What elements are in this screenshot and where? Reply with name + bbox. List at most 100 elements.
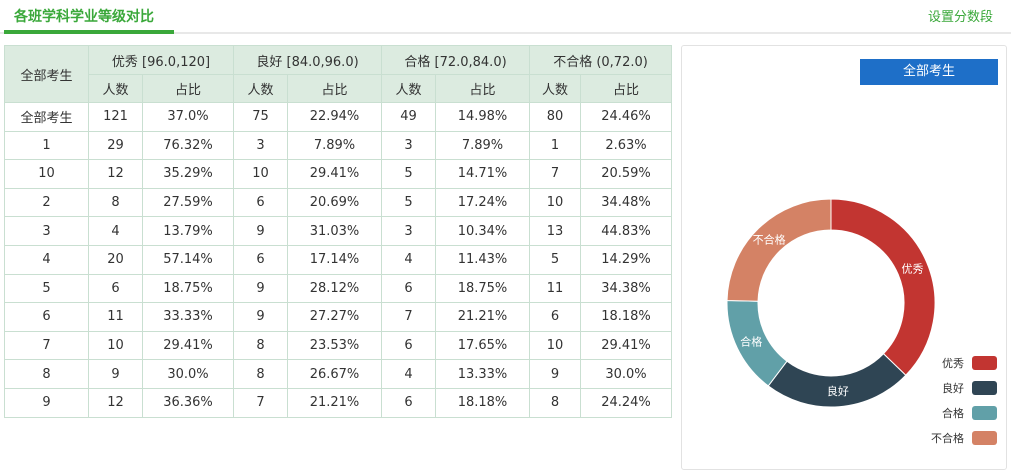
count-cell: 20 [88, 244, 143, 275]
legend-label: 不合格 [931, 431, 964, 445]
count-cell: 7 [381, 302, 437, 332]
ratio-cell: 30.0% [580, 359, 673, 389]
table-row: 6 11 33.33% 9 27.27% 7 21.21% 6 18.18% [4, 302, 673, 332]
count-cell: 9 [233, 302, 289, 332]
ratio-cell: 18.75% [141, 273, 235, 304]
ratio-cell: 30.0% [141, 359, 235, 389]
ratio-cell: 10.34% [435, 216, 531, 246]
ratio-cell: 36.36% [141, 387, 235, 418]
table-row: 1 29 76.32% 3 7.89% 3 7.89% 1 2.63% [4, 130, 673, 161]
count-cell: 9 [88, 359, 143, 389]
class-name-cell: 2 [4, 187, 89, 218]
header-group-pass: 合格 [72.0,84.0) [381, 45, 531, 75]
ratio-cell: 22.94% [287, 102, 383, 132]
count-cell: 9 [233, 273, 289, 304]
count-cell: 6 [381, 387, 437, 418]
count-cell: 11 [88, 302, 143, 332]
subheader-ratio: 占比 [435, 74, 531, 103]
ratio-cell: 24.46% [580, 102, 673, 132]
table-row: 2 8 27.59% 6 20.69% 5 17.24% 10 34.48% [4, 187, 673, 218]
count-cell: 6 [233, 187, 289, 218]
count-cell: 3 [381, 130, 437, 161]
ratio-cell: 13.33% [435, 359, 531, 389]
count-cell: 75 [233, 102, 289, 132]
ratio-cell: 18.18% [435, 387, 531, 418]
legend-swatch [972, 355, 997, 370]
ratio-cell: 11.43% [435, 244, 531, 275]
legend-item[interactable]: 合格 [902, 400, 997, 425]
table-row: 4 20 57.14% 6 17.14% 4 11.43% 5 14.29% [4, 244, 673, 275]
ratio-cell: 14.71% [435, 159, 531, 189]
student-group-selector[interactable]: 全部考生 [860, 59, 998, 85]
donut-slice-label: 优秀 [901, 262, 923, 275]
count-cell: 7 [529, 159, 582, 189]
class-name-cell: 全部考生 [4, 102, 89, 132]
ratio-cell: 7.89% [435, 130, 531, 161]
ratio-cell: 27.59% [141, 187, 235, 218]
subheader-count: 人数 [88, 74, 143, 103]
count-cell: 11 [529, 273, 582, 304]
donut-slice[interactable] [767, 353, 907, 408]
class-name-cell: 1 [4, 130, 89, 161]
ratio-cell: 29.41% [287, 159, 383, 189]
class-name-cell: 6 [4, 302, 89, 332]
class-name-cell: 8 [4, 359, 89, 389]
ratio-cell: 7.89% [287, 130, 383, 161]
ratio-cell: 23.53% [287, 330, 383, 361]
legend-item[interactable]: 不合格 [902, 425, 997, 450]
donut-slice[interactable] [726, 198, 832, 302]
legend-item[interactable]: 优秀 [902, 350, 997, 375]
count-cell: 6 [381, 330, 437, 361]
ratio-cell: 13.79% [141, 216, 235, 246]
legend-item[interactable]: 良好 [902, 375, 997, 400]
ratio-cell: 17.65% [435, 330, 531, 361]
subheader-count: 人数 [233, 74, 289, 103]
count-cell: 12 [88, 387, 143, 418]
table-row: 10 12 35.29% 10 29.41% 5 14.71% 7 20.59% [4, 159, 673, 189]
count-cell: 8 [233, 330, 289, 361]
ratio-cell: 76.32% [141, 130, 235, 161]
header-group-excellent: 优秀 [96.0,120] [87, 45, 235, 75]
grade-comparison-table: 全部考生 优秀 [96.0,120] 良好 [84.0,96.0) 合格 [72… [4, 45, 673, 418]
ratio-cell: 20.69% [287, 187, 383, 218]
count-cell: 9 [233, 216, 289, 246]
count-cell: 10 [88, 330, 143, 361]
ratio-cell: 26.67% [287, 359, 383, 389]
legend-label: 良好 [942, 381, 964, 395]
count-cell: 29 [88, 130, 143, 161]
count-cell: 121 [88, 102, 143, 132]
ratio-cell: 29.41% [141, 330, 235, 361]
count-cell: 7 [233, 387, 289, 418]
class-name-cell: 5 [4, 273, 89, 304]
count-cell: 8 [233, 359, 289, 389]
count-cell: 49 [381, 102, 437, 132]
class-name-cell: 10 [4, 159, 89, 189]
ratio-cell: 57.14% [141, 244, 235, 275]
count-cell: 10 [233, 159, 289, 189]
count-cell: 6 [381, 273, 437, 304]
ratio-cell: 28.12% [287, 273, 383, 304]
ratio-cell: 18.75% [435, 273, 531, 304]
donut-slice[interactable] [830, 198, 936, 376]
page-header: 各班学科学业等级对比 设置分数段 [0, 0, 1011, 34]
count-cell: 8 [88, 187, 143, 218]
legend-label: 优秀 [942, 356, 964, 370]
count-cell: 5 [529, 244, 582, 275]
class-name-cell: 3 [4, 216, 89, 246]
page-title[interactable]: 各班学科学业等级对比 [14, 9, 154, 25]
count-cell: 6 [88, 273, 143, 304]
count-cell: 12 [88, 159, 143, 189]
count-cell: 5 [381, 159, 437, 189]
ratio-cell: 14.98% [435, 102, 531, 132]
table-body: 全部考生 121 37.0% 75 22.94% 49 14.98% 80 24.46% 1 29 7… [4, 102, 673, 418]
ratio-cell: 14.29% [580, 244, 673, 275]
ratio-cell: 35.29% [141, 159, 235, 189]
count-cell: 3 [381, 216, 437, 246]
legend-swatch [972, 430, 997, 445]
set-score-range-link[interactable]: 设置分数段 [927, 10, 993, 25]
count-cell: 9 [529, 359, 582, 389]
count-cell: 6 [529, 302, 582, 332]
count-cell: 13 [529, 216, 582, 246]
subheader-ratio: 占比 [287, 74, 383, 103]
donut-slice-label: 不合格 [753, 233, 786, 247]
